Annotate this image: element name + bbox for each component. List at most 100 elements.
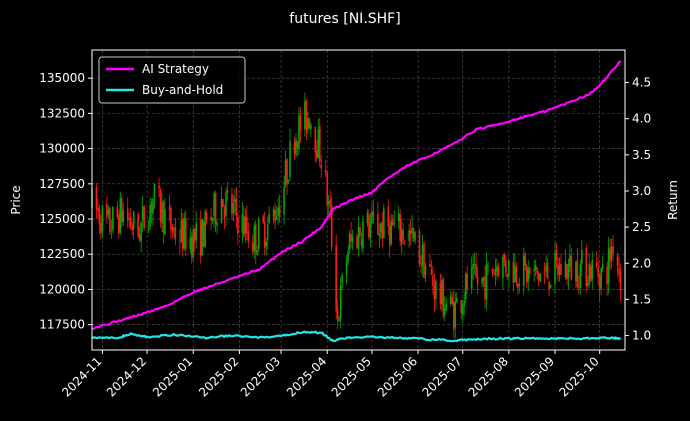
candle-body	[484, 277, 486, 300]
candle-body	[247, 230, 250, 243]
candle-body	[307, 118, 309, 130]
candle-body	[430, 269, 433, 275]
candle-body	[341, 275, 343, 284]
candle-body	[412, 228, 415, 239]
candle-body	[310, 124, 312, 130]
candle-body	[256, 250, 259, 256]
candle-body	[356, 236, 358, 248]
candle-body	[397, 212, 400, 222]
candle-body	[463, 300, 466, 307]
candle-body	[496, 265, 498, 272]
candle-body	[158, 185, 160, 189]
candle-body	[393, 222, 396, 224]
candle-body	[452, 301, 455, 330]
candle-body	[308, 118, 311, 129]
candle-body	[557, 263, 559, 276]
candle-body	[581, 250, 583, 265]
candle-body	[112, 206, 114, 231]
candle-body	[570, 255, 573, 280]
candle-body	[326, 173, 329, 206]
candle-body	[420, 263, 422, 264]
candle-body	[299, 114, 302, 131]
candle-body	[251, 242, 254, 253]
candle-body	[472, 263, 474, 269]
candle-body	[274, 210, 276, 222]
candle-body	[380, 224, 382, 233]
candle-body	[243, 215, 245, 237]
candle-body	[152, 198, 154, 215]
candle-body	[387, 206, 390, 227]
candle-body	[423, 243, 425, 279]
candle-body	[494, 268, 497, 276]
candle-body	[286, 159, 288, 184]
candle-body	[348, 234, 351, 251]
candle-body	[388, 225, 391, 246]
candle-body	[368, 214, 370, 238]
candle-body	[576, 259, 579, 288]
left-tick-label: 130000	[39, 142, 85, 156]
candle-body	[619, 272, 622, 292]
candle-body	[211, 218, 214, 222]
candle-body	[485, 263, 488, 300]
candle-body	[180, 220, 183, 242]
right-tick-label: 2.0	[632, 256, 651, 270]
candle-body	[506, 273, 509, 278]
candle-body	[101, 206, 104, 232]
candle-body	[324, 169, 327, 174]
candle-body	[184, 218, 187, 250]
candle-body	[595, 262, 598, 267]
candle-body	[360, 238, 363, 246]
candle-body	[597, 267, 600, 278]
right-tick-label: 1.5	[632, 292, 651, 306]
candle-body	[320, 164, 323, 169]
candle-body	[481, 277, 483, 284]
candle-body	[411, 227, 413, 234]
candle-body	[159, 190, 162, 221]
candle-body	[213, 193, 215, 217]
candle-body	[202, 221, 205, 248]
candle-body	[454, 301, 457, 328]
right-axis-label: Return	[666, 180, 680, 220]
candle-body	[402, 230, 404, 240]
candle-body	[357, 227, 360, 249]
candle-body	[314, 126, 317, 153]
candle-body	[588, 263, 591, 284]
candle-body	[442, 279, 445, 317]
candle-body	[589, 266, 592, 282]
candle-body	[120, 198, 123, 222]
candle-body	[336, 309, 339, 319]
candle-body	[527, 269, 530, 282]
candle-body	[131, 226, 133, 231]
candle-body	[616, 254, 619, 267]
candle-body	[119, 198, 122, 233]
candle-body	[609, 247, 611, 261]
chart-title: futures [NI.SHF]	[289, 11, 400, 27]
candle-body	[107, 209, 110, 215]
left-tick-label: 127500	[39, 177, 85, 191]
candle-body	[429, 263, 431, 268]
candle-body	[566, 264, 568, 280]
candle-body	[403, 240, 406, 242]
left-tick-label: 132500	[39, 106, 85, 120]
candle-body	[287, 180, 290, 181]
candle-body	[391, 220, 394, 226]
candle-body	[95, 187, 98, 210]
candle-body	[536, 267, 538, 273]
candle-body	[564, 261, 567, 278]
candle-body	[193, 228, 196, 242]
candle-body	[432, 275, 434, 287]
left-tick-label: 135000	[39, 71, 85, 85]
legend-label-buy-and-hold: Buy-and-Hold	[142, 83, 223, 97]
candle-body	[234, 198, 236, 202]
candle-body	[359, 227, 361, 237]
candle-body	[345, 261, 348, 276]
candle-body	[464, 273, 467, 300]
candle-body	[383, 208, 385, 238]
candle-body	[470, 267, 473, 289]
candle-body	[189, 237, 192, 250]
candle-body	[257, 218, 260, 250]
right-tick-label: 3.0	[632, 184, 651, 198]
candle-body	[266, 224, 269, 240]
candle-body	[579, 263, 582, 289]
candle-body	[262, 216, 265, 223]
